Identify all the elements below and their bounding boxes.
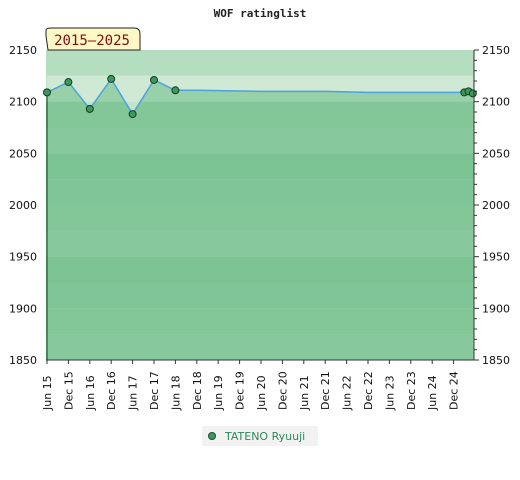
- data-point: [150, 75, 158, 84]
- y-tick-label-left: 2100: [9, 96, 37, 109]
- area-above-line: [47, 75, 473, 115]
- x-tick-label: Jun 16: [84, 375, 97, 411]
- x-tick-label: Jun 19: [212, 375, 225, 411]
- y-tick-label-right: 1850: [482, 354, 510, 367]
- y-tick-label-left: 1900: [9, 302, 37, 315]
- y-tick-label-right: 1900: [482, 302, 510, 315]
- legend-label: TATENO Ryuuji: [224, 430, 305, 443]
- data-point: [64, 78, 73, 87]
- x-tick-label: Dec 18: [191, 371, 204, 410]
- legend-marker: [208, 432, 216, 440]
- y-tick-label-right: 2100: [482, 96, 510, 109]
- x-tick-label: Jun 18: [169, 375, 182, 411]
- x-axis: Jun 15 Dec 15 Jun 16 Dec 16 Jun 17 Dec 17 Jun …: [41, 359, 474, 411]
- y-tick-label-right: 2150: [482, 44, 510, 57]
- x-tick-label: Dec 24: [448, 371, 461, 410]
- x-tick-label: Jun 17: [127, 375, 140, 411]
- period-label: 2015–2025: [54, 33, 130, 49]
- x-tick-label: Jun 23: [383, 375, 396, 411]
- x-tick-label: Dec 21: [319, 371, 332, 410]
- x-tick-label: Dec 22: [362, 371, 375, 410]
- x-tick-label: Dec 23: [405, 371, 418, 410]
- area-under-line: [47, 78, 473, 360]
- y-tick-label-right: 2000: [482, 199, 510, 212]
- y-tick-label-right: 1950: [482, 251, 510, 264]
- legend: TATENO Ryuuji: [202, 426, 318, 446]
- x-tick-label: Dec 20: [276, 371, 289, 410]
- plot-band: [46, 50, 474, 76]
- series-line: [46, 77, 474, 116]
- data-point: [43, 88, 51, 97]
- x-tick-label: Dec 15: [62, 371, 75, 410]
- x-tick-label: Dec 16: [105, 371, 118, 410]
- y-tick-label-left: 2050: [9, 147, 37, 160]
- chart-title: WOF ratinglist: [214, 7, 307, 20]
- rating-area: [46, 75, 473, 360]
- data-point: [107, 74, 116, 83]
- x-tick-label: Jun 24: [426, 375, 439, 411]
- x-tick-label: Dec 19: [234, 371, 247, 410]
- y-axis-left: 1850 1900 1950 2000 2050 2100 2150: [9, 44, 37, 367]
- x-tick-label: Jun 20: [255, 375, 268, 411]
- y-tick-label-left: 2150: [9, 44, 37, 57]
- y-tick-label-left: 1850: [9, 354, 37, 367]
- rating-markers: [43, 74, 477, 119]
- x-tick-label: Jun 21: [298, 375, 311, 411]
- y-tick-label-left: 2000: [9, 199, 37, 212]
- data-point: [128, 110, 137, 119]
- x-tick-label: Jun 22: [341, 375, 354, 411]
- y-tick-label-left: 1950: [9, 251, 37, 264]
- data-point: [85, 104, 94, 113]
- period-badge: 2015–2025: [45, 27, 141, 51]
- data-point: [171, 86, 180, 95]
- rating-line-group: [46, 77, 474, 116]
- y-tick-label-right: 2050: [482, 147, 510, 160]
- x-tick-label: Dec 17: [148, 371, 161, 410]
- y-axis-right: 1850 1900 1950 2000 2050 2100 2150: [473, 44, 510, 367]
- x-tick-label: Jun 15: [41, 375, 54, 411]
